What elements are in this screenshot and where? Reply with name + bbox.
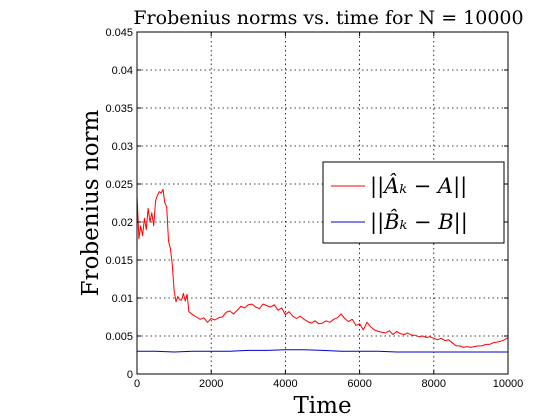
y-tick-label: 0 <box>127 369 133 381</box>
y-tick-label: 0.03 <box>112 141 133 153</box>
y-tick-label: 0.01 <box>112 293 133 305</box>
y-tick-label: 0.015 <box>105 255 133 267</box>
x-tick-label: 6000 <box>347 378 371 390</box>
legend-box <box>322 161 505 244</box>
series-line-2 <box>137 349 508 353</box>
ticks: 0 2000 4000 6000 8000 10000 0 0.005 0.01 0.015 0.0… <box>105 27 523 390</box>
chart-title: Frobenius norms vs. time for N = 10000 <box>133 7 523 29</box>
x-tick-label: 2000 <box>199 378 223 390</box>
legend-label-2: ||B̂ₖ − B|| <box>370 210 468 235</box>
x-tick-label: 4000 <box>273 378 297 390</box>
legend: ||Âₖ − A|| ||B̂ₖ − B|| <box>322 161 505 244</box>
x-tick-label: 8000 <box>422 378 446 390</box>
legend-label-1: ||Âₖ − A|| <box>370 174 467 199</box>
y-tick-label: 0.035 <box>105 103 133 115</box>
y-tick-label: 0.025 <box>105 179 133 191</box>
y-axis-label: Frobenius norm <box>78 109 104 296</box>
series-layer <box>136 188 509 353</box>
y-tick-label: 0.005 <box>105 331 133 343</box>
y-tick-label: 0.04 <box>112 65 133 77</box>
series-line-1 <box>136 188 509 348</box>
y-tick-label: 0.045 <box>105 27 133 39</box>
x-tick-label: 0 <box>134 378 140 390</box>
x-axis-label: Time <box>293 393 351 419</box>
x-tick-label: 10000 <box>493 378 524 390</box>
y-tick-label: 0.02 <box>112 217 133 229</box>
plot-frame <box>136 31 509 375</box>
